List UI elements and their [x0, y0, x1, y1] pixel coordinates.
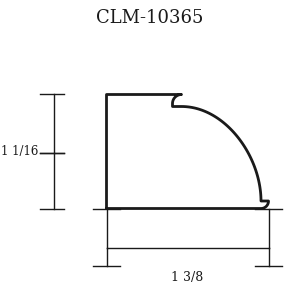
- Text: 1 3/8: 1 3/8: [171, 272, 204, 284]
- Text: CLM-10365: CLM-10365: [96, 9, 204, 27]
- Text: 1 1/16: 1 1/16: [1, 145, 38, 158]
- Polygon shape: [106, 94, 268, 208]
